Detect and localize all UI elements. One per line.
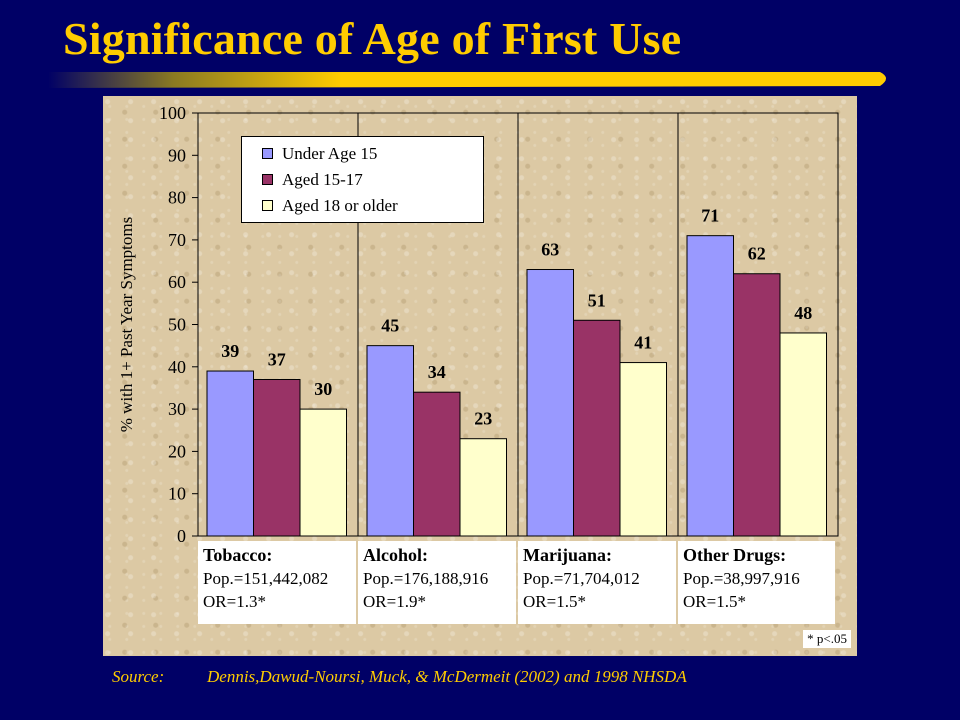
bar-chart: 0 10 20 30 40 50 60 70 80 90 100 % with 1+ Past Yea… [117, 103, 839, 546]
bar [253, 378, 301, 537]
data-label: 39 [221, 341, 239, 361]
category-name: Other Drugs: [683, 545, 787, 565]
y-tick-label: 80 [168, 188, 186, 208]
bar [619, 362, 667, 537]
y-tick-label: 90 [168, 145, 186, 165]
y-tick-label: 40 [168, 357, 186, 377]
category-odds-ratio: OR=1.5* [523, 592, 586, 611]
category-name: Marijuana: [523, 545, 612, 565]
bar [526, 269, 574, 537]
bar [459, 438, 507, 537]
y-tick-label: 10 [168, 484, 186, 504]
bar [413, 391, 461, 537]
y-tick-label: 20 [168, 441, 186, 461]
data-label: 37 [268, 349, 286, 369]
category-population: Pop.=38,997,916 [683, 569, 800, 588]
data-label: 45 [381, 316, 399, 336]
y-tick-label: 0 [177, 526, 186, 546]
category-odds-ratio: OR=1.3* [203, 592, 266, 611]
category-name: Tobacco: [203, 545, 273, 565]
significance-footnote: * p<.05 [803, 630, 851, 648]
data-label: 48 [794, 303, 812, 323]
data-label: 34 [428, 362, 446, 382]
category-info-other-drugs: Other Drugs: Pop.=38,997,916 OR=1.5* [678, 541, 835, 624]
bar [686, 235, 734, 537]
bar [299, 408, 347, 537]
category-odds-ratio: OR=1.5* [683, 592, 746, 611]
legend-label-under-15: Under Age 15 [282, 144, 378, 163]
category-population: Pop.=71,704,012 [523, 569, 640, 588]
bar [573, 319, 621, 537]
y-tick-label: 70 [168, 230, 186, 250]
y-tick-label: 100 [159, 103, 186, 123]
chart-panel: 0 10 20 30 40 50 60 70 80 90 100 % with 1+ Past Yea… [103, 96, 857, 656]
bar [733, 273, 781, 537]
legend-swatch-under-15 [262, 148, 273, 159]
data-label: 30 [314, 379, 332, 399]
chart-legend: Under Age 15 Aged 15-17 Aged 18 or older [241, 136, 484, 223]
data-label: 51 [588, 290, 606, 310]
legend-swatch-18-plus [262, 200, 273, 211]
legend-item-18-plus: Aged 18 or older [262, 195, 398, 217]
y-tick-label: 50 [168, 315, 186, 335]
bar [206, 370, 254, 537]
data-label: 23 [474, 409, 492, 429]
legend-label-18-plus: Aged 18 or older [282, 196, 398, 215]
category-odds-ratio: OR=1.9* [363, 592, 426, 611]
category-population: Pop.=176,188,916 [363, 569, 489, 588]
y-tick-label: 30 [168, 399, 186, 419]
data-label: 63 [541, 240, 559, 260]
y-tick-label: 60 [168, 272, 186, 292]
category-info-tobacco: Tobacco: Pop.=151,442,082 OR=1.3* [198, 541, 356, 624]
data-label: 71 [701, 206, 719, 226]
bar [779, 332, 827, 537]
source-citation: Source: Dennis,Dawud-Noursi, Muck, & McDe… [112, 667, 687, 687]
data-label: 41 [634, 333, 652, 353]
source-text: Dennis,Dawud-Noursi, Muck, & McDermeit (… [207, 667, 687, 686]
legend-item-under-15: Under Age 15 [262, 143, 378, 165]
data-label: 62 [748, 244, 766, 264]
legend-label-15-17: Aged 15-17 [282, 170, 363, 189]
category-population: Pop.=151,442,082 [203, 569, 329, 588]
category-name: Alcohol: [363, 545, 428, 565]
category-info-marijuana: Marijuana: Pop.=71,704,012 OR=1.5* [518, 541, 676, 624]
bar [366, 345, 414, 537]
source-label: Source: [112, 667, 165, 686]
slide-title: Significance of Age of First Use [63, 13, 682, 64]
legend-swatch-15-17 [262, 174, 273, 185]
y-axis-label: % with 1+ Past Year Symptoms [117, 217, 136, 433]
category-info-alcohol: Alcohol: Pop.=176,188,916 OR=1.9* [358, 541, 516, 624]
legend-item-15-17: Aged 15-17 [262, 169, 363, 191]
